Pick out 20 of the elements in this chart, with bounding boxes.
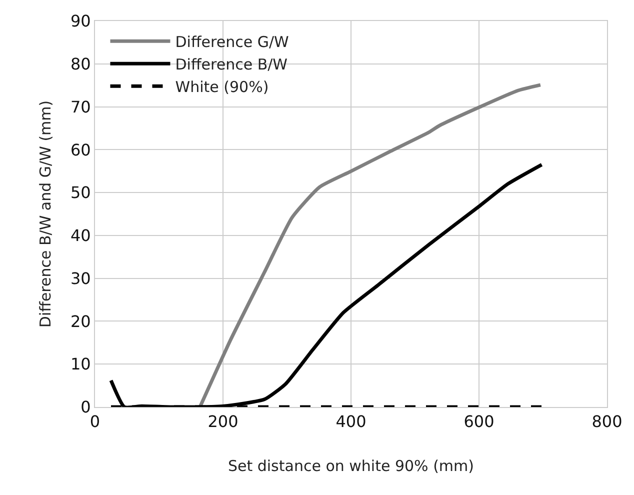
y-tick-label: 50 [70,183,91,202]
y-tick-label: 30 [70,268,91,288]
line-series [109,162,544,407]
x-tick-label: 800 [592,412,622,432]
y-tick-label: 90 [70,12,91,31]
y-tick-label: 10 [70,354,91,374]
legend-label: Difference G/W [175,32,290,51]
y-tick-label: 40 [70,226,91,246]
y-tick-label: 20 [70,312,91,331]
legend-label: White (90%) [175,78,269,96]
y-tick-label: 70 [70,97,91,116]
y-axis-title: Difference B/W and G/W (mm) [36,100,55,328]
y-tick-label: 80 [70,54,91,74]
x-tick-label: 600 [464,412,494,432]
x-axis-title: Set distance on white 90% (mm) [228,457,474,476]
legend-label: Difference B/W [175,55,288,74]
y-tick-label: 60 [70,140,91,160]
x-tick-label: 200 [208,412,238,432]
y-tick-label: 0 [80,398,91,417]
x-tick-label: 400 [336,412,366,432]
